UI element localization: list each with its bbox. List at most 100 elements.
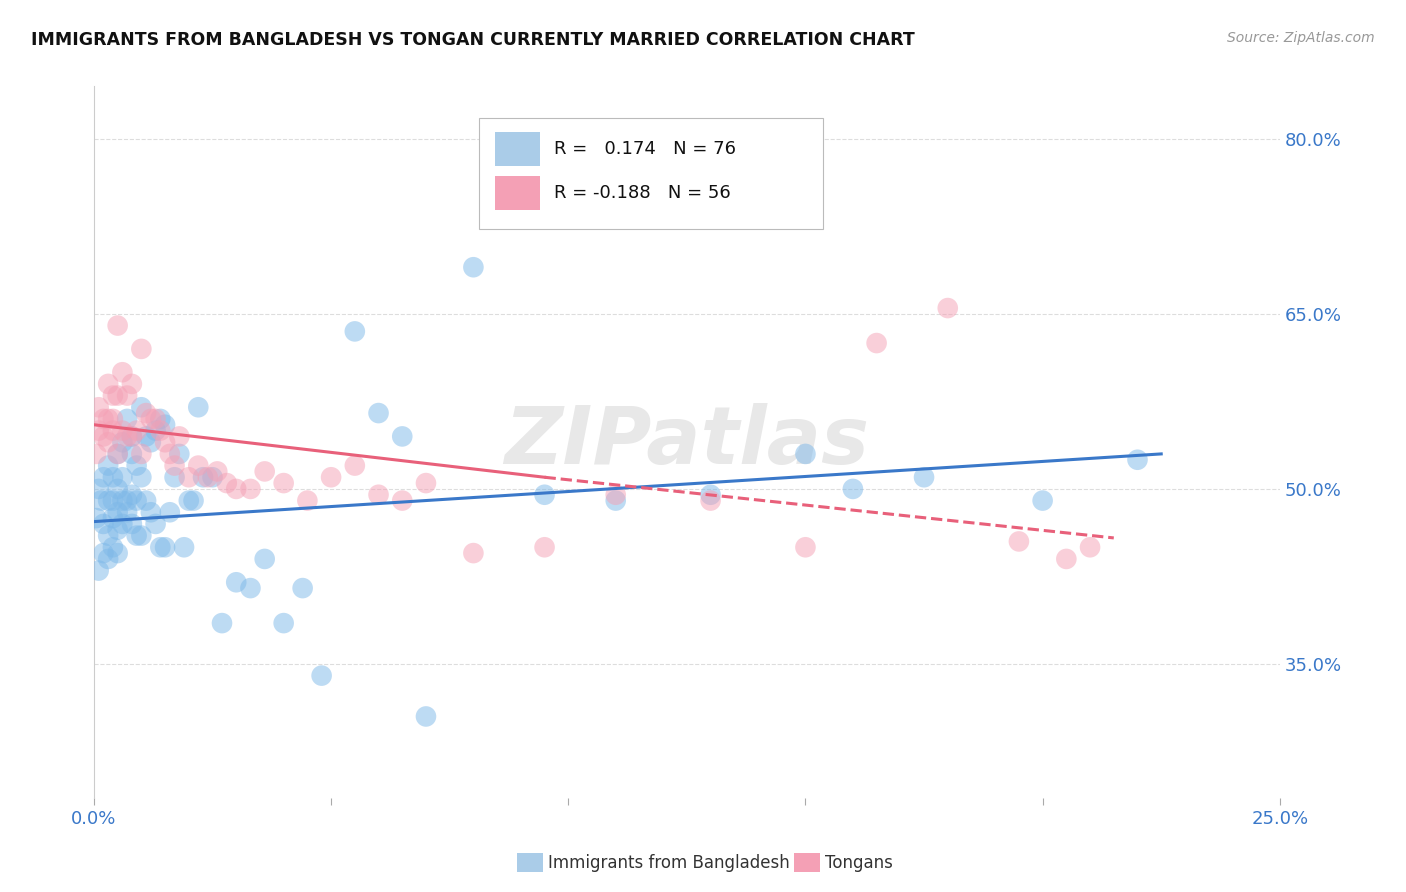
Point [153,417,176,432]
Point [111,365,134,379]
Point [93,470,115,484]
Point [163,470,186,484]
Point [101,470,124,484]
Point [153,541,176,555]
Point [125,493,148,508]
Point [93,412,115,426]
Point [149,541,172,555]
Point [177,493,200,508]
Point [107,447,129,461]
Point [169,429,191,443]
Point [131,401,153,415]
Point [121,429,143,443]
Point [97,458,120,473]
Point [239,482,262,496]
Point [215,476,238,491]
Point [297,493,319,508]
Point [225,575,247,590]
Point [107,546,129,560]
Point [1054,552,1077,566]
Text: R = -0.188   N = 56: R = -0.188 N = 56 [554,184,731,202]
Point [391,493,413,508]
Point [107,482,129,496]
Point [169,447,191,461]
Point [135,406,157,420]
Point [145,424,167,438]
Text: ZIPatlas: ZIPatlas [505,403,869,482]
Point [115,505,138,519]
Point [125,424,148,438]
Point [139,435,162,450]
Point [936,301,959,315]
Point [139,412,162,426]
Point [111,493,134,508]
Point [97,552,120,566]
Point [343,458,366,473]
Point [201,470,224,484]
Point [97,435,120,450]
Point [367,406,389,420]
Point [135,429,157,443]
Point [107,523,129,537]
Point [121,447,143,461]
Point [90,493,112,508]
Text: R =   0.174   N = 76: R = 0.174 N = 76 [554,140,737,158]
Point [415,476,437,491]
FancyBboxPatch shape [495,176,540,211]
Point [153,435,176,450]
Point [97,376,120,391]
Point [121,429,143,443]
Point [121,376,143,391]
Point [253,464,276,478]
Point [415,709,437,723]
Point [101,388,124,402]
Point [111,435,134,450]
Point [121,488,143,502]
Point [149,424,172,438]
Point [343,325,366,339]
Point [463,260,485,275]
Point [391,429,413,443]
Point [187,458,209,473]
Point [311,668,333,682]
Point [1008,534,1031,549]
Point [291,581,314,595]
Point [533,488,555,502]
Point [115,493,138,508]
Point [207,464,229,478]
Text: Source: ZipAtlas.com: Source: ZipAtlas.com [1227,31,1375,45]
Point [699,488,721,502]
Point [135,493,157,508]
Point [107,505,129,519]
Point [121,516,143,531]
Point [101,541,124,555]
Point [101,412,124,426]
Point [177,470,200,484]
Point [107,388,129,402]
Point [107,318,129,333]
Point [84,511,107,525]
Text: Tongans: Tongans [825,854,893,871]
Point [115,412,138,426]
Point [131,470,153,484]
Point [319,470,342,484]
Point [1032,493,1054,508]
Point [183,493,205,508]
Point [107,447,129,461]
Text: IMMIGRANTS FROM BANGLADESH VS TONGAN CURRENTLY MARRIED CORRELATION CHART: IMMIGRANTS FROM BANGLADESH VS TONGAN CUR… [31,31,915,49]
Point [273,616,295,631]
Point [865,336,887,351]
Point [93,546,115,560]
Point [1078,541,1101,555]
Point [253,552,276,566]
Point [131,447,153,461]
Point [163,458,186,473]
Point [842,482,865,496]
Point [699,493,721,508]
Point [463,546,485,560]
Point [159,505,181,519]
Point [605,488,627,502]
Point [101,424,124,438]
Point [131,528,153,542]
Point [97,412,120,426]
